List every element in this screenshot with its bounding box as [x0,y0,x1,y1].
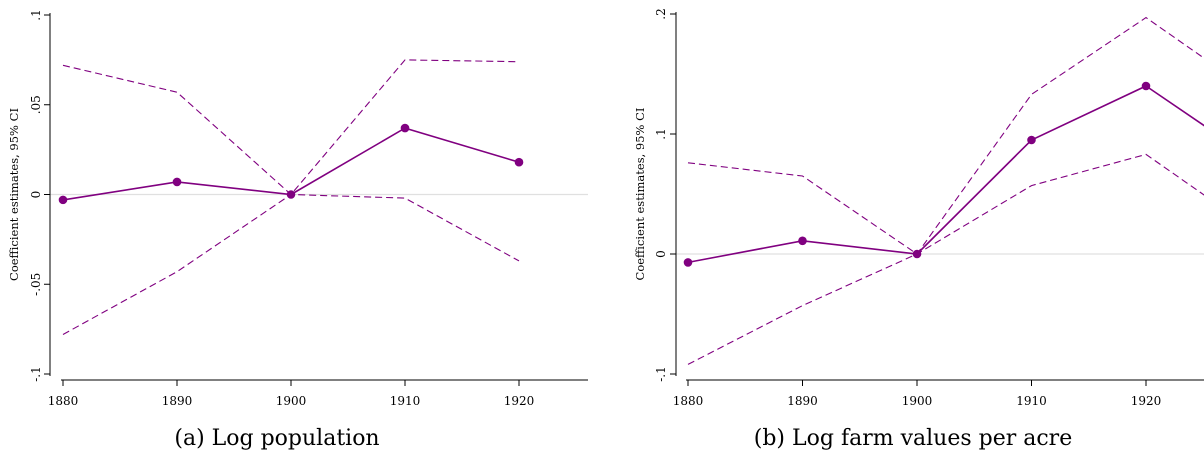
y-tick-label: .1 [29,9,43,20]
estimate-point [58,195,68,205]
x-tick-label: 1900 [276,394,307,408]
panel-caption: (b) Log farm values per acre [754,426,1072,451]
estimate-line [687,85,1204,264]
y-tick-label: 0 [29,191,43,199]
y-tick-label: .05 [29,95,43,114]
y-tick-label: .1 [654,128,668,139]
y-axis-title: Coefficient estimates, 95% CI [633,108,647,281]
x-tick-label: 1920 [504,394,535,408]
x-tick-label: 1880 [673,394,704,408]
x-tick-label: 1900 [902,394,933,408]
panel-log-population: .1 .05 0 -.05 -.1 1880 1890 1900 1910 1920 Coeffic… [7,9,588,451]
panel-caption: (a) Log population [174,426,379,451]
y-tick-label: -.05 [29,273,43,296]
estimate-point [172,177,182,187]
x-tick-label: 1880 [48,394,79,408]
estimate-point [1141,81,1151,91]
x-tick-label: 1890 [162,394,193,408]
y-tick-label: -.1 [29,366,43,382]
estimate-line [62,127,520,201]
estimate-point [514,157,524,167]
x-tick-label: 1890 [787,394,818,408]
x-tick-label: 1910 [1016,394,1047,408]
estimate-point [798,236,807,246]
ci-lower-line [62,193,520,335]
ci-upper-line [62,59,520,196]
y-tick-label: .2 [654,8,668,19]
ci-upper-line [687,16,1204,255]
estimate-point [400,123,410,133]
y-axis-title: Coefficient estimates, 95% CI [7,108,21,281]
ci-lower-line [687,153,1204,365]
y-tick-label: -.1 [654,366,668,382]
estimate-point [1027,135,1036,145]
panel-log-farm-values: .2 .1 0 -.1 1880 1890 1900 1910 1920 Coefficient … [633,8,1204,451]
estimate-point [683,258,693,267]
y-tick-label: 0 [654,250,668,258]
x-tick-label: 1920 [1131,394,1162,408]
x-tick-label: 1910 [390,394,421,408]
